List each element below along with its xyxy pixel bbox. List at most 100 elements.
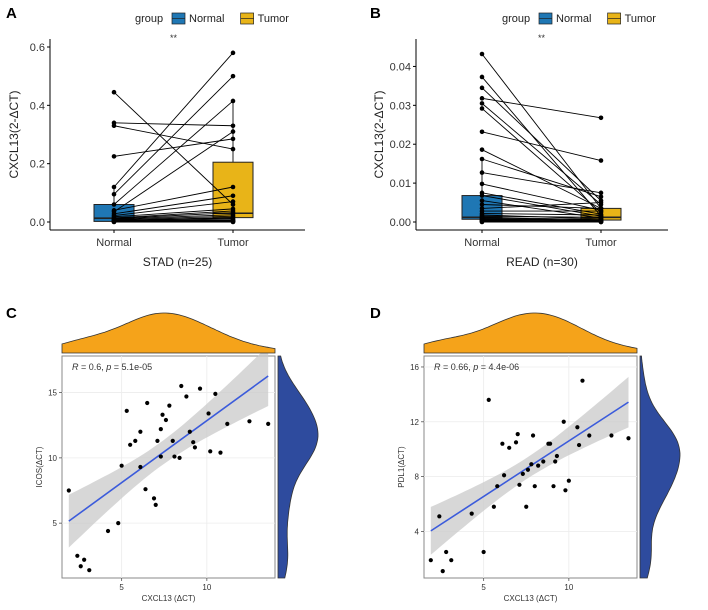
pair-line <box>113 75 234 195</box>
pair-line <box>113 125 234 150</box>
scatter-point <box>524 504 529 509</box>
point-normal <box>479 74 485 80</box>
scatter-point <box>529 462 534 467</box>
legend-label: Tumor <box>625 13 657 25</box>
scatter-point <box>580 378 585 383</box>
scatter-point <box>609 433 614 438</box>
scatter-point <box>184 394 189 399</box>
confidence-band <box>68 345 269 548</box>
scatter-point <box>481 549 486 555</box>
pair-line <box>481 183 602 211</box>
point-normal <box>479 170 485 175</box>
point-normal <box>479 198 485 203</box>
correlation-annotation: R = 0.6, p = 5.1e-05 <box>72 362 152 372</box>
point-tumor <box>598 219 604 225</box>
point-tumor <box>598 115 604 121</box>
x-axis-title: READ (n=30) <box>506 255 578 269</box>
x-tick-label: 5 <box>481 583 486 592</box>
point-tumor <box>598 200 604 205</box>
pair-line <box>113 131 234 213</box>
x-tick-label: Tumor <box>217 237 249 249</box>
pair-line <box>481 108 602 213</box>
scatter-point <box>105 528 111 534</box>
scatter-point <box>158 427 163 432</box>
pair-line <box>113 210 234 219</box>
scatter-point <box>78 564 83 569</box>
y-tick-label: 0.6 <box>30 42 45 54</box>
pair-line <box>113 212 234 219</box>
x-axis-title: CXCL13 (ΔCT) <box>504 594 558 603</box>
panel-letter: D <box>370 305 381 322</box>
y-axis-title: CXCL13(2-ΔCT) <box>7 90 21 178</box>
point-tumor <box>598 194 604 200</box>
pair-line <box>481 200 602 219</box>
scatter-point <box>218 450 223 455</box>
scatter-point <box>158 454 163 459</box>
point-normal <box>111 154 117 159</box>
x-tick-label: 10 <box>564 583 573 592</box>
scatter-point <box>501 473 507 478</box>
point-tumor <box>230 129 236 134</box>
pair-line <box>481 87 602 201</box>
scatter-point <box>197 386 203 391</box>
x-axis-title: CXCL13 (ΔCT) <box>142 594 196 603</box>
panel-letter: A <box>6 5 17 22</box>
point-tumor <box>230 199 236 204</box>
panel-letter: C <box>6 305 17 322</box>
scatter-point <box>119 463 124 468</box>
pair-line <box>113 138 234 157</box>
pair-line <box>113 186 234 211</box>
scatter-point <box>266 421 271 427</box>
scatter-point <box>143 487 148 492</box>
r-value: = 0.6, <box>79 362 107 372</box>
scatter-point <box>513 440 519 445</box>
pair-line <box>113 201 234 217</box>
point-normal <box>111 184 117 190</box>
legend: group Normal Tumor <box>502 12 657 25</box>
point-normal <box>479 156 485 162</box>
point-normal <box>111 202 117 207</box>
p-label: p <box>105 362 111 372</box>
panel-C: C R = 0.6, p = 5.1e-05 5 10 5 10 15 CXCL13 (ΔCT… <box>6 305 319 603</box>
scatter-point <box>192 445 198 450</box>
point-tumor <box>598 158 604 163</box>
pair-line <box>113 100 234 205</box>
scatter-point <box>444 549 449 555</box>
scatter-point <box>247 419 252 424</box>
x-tick-label: 10 <box>202 583 211 592</box>
scatter-point <box>515 432 520 437</box>
y-tick-label: 0.03 <box>390 100 411 112</box>
pair-line <box>113 52 234 188</box>
point-tumor <box>230 73 236 79</box>
pair-line <box>113 214 234 220</box>
x-marginal-density <box>423 312 638 354</box>
x-tick-label: 5 <box>119 583 124 592</box>
point-tumor <box>230 193 236 199</box>
scatter-point <box>495 484 500 489</box>
point-normal <box>479 51 485 57</box>
scatter-point <box>87 568 92 573</box>
scatter-point <box>517 482 522 487</box>
scatter-point <box>225 421 230 427</box>
x-tick-label: Normal <box>96 237 131 249</box>
y-tick-label: 12 <box>410 418 419 427</box>
scatter-point <box>541 459 546 464</box>
point-tumor <box>230 146 236 152</box>
scatter-point <box>160 412 165 417</box>
y-tick-label: 5 <box>53 519 58 528</box>
y-tick-label: 0.2 <box>30 159 45 171</box>
y-tick-label: 10 <box>48 454 57 463</box>
point-tumor <box>598 208 604 214</box>
r-label: R <box>434 362 441 372</box>
x-marginal-density <box>61 312 276 354</box>
correlation-annotation: R = 0.66, p = 4.4e-06 <box>434 362 519 372</box>
pair-line <box>481 212 602 216</box>
scatter-point <box>553 459 558 464</box>
scatter-point <box>167 403 172 408</box>
pair-line <box>481 216 602 221</box>
scatter-point <box>532 484 537 489</box>
scatter-point <box>449 558 454 563</box>
y-axis-title: ICOS(ΔCT) <box>35 446 44 487</box>
y-tick-label: 0.01 <box>390 178 411 190</box>
